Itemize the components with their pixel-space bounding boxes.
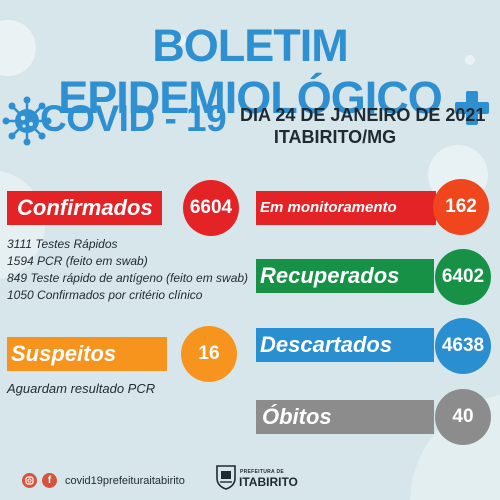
detail-clinical: 1050 Confirmados por critério clínico [7,288,203,302]
city-logo-icon [216,465,236,490]
recovered-label: Recuperados [256,259,434,293]
suspects-note: Aguardam resultado PCR [7,381,156,396]
discarded-count: 4638 [435,318,491,374]
date-location: DIA 24 DE JANEIRO DE 2021 ITABIRITO/MG [240,104,486,148]
monitoring-label: Em monitoramento [256,191,436,225]
social-handle[interactable]: covid19prefeituraitabirito [65,475,185,487]
suspects-count: 16 [181,326,237,382]
instagram-icon[interactable] [22,473,37,488]
logo-prefix: PREFEITURA DE [240,469,284,475]
detail-pcr: 1594 PCR (feito em swab) [7,254,148,268]
location-text: ITABIRITO/MG [273,127,397,147]
monitoring-count: 162 [433,179,489,235]
recovered-count: 6402 [435,249,491,305]
confirmed-label: Confirmados [7,191,162,225]
deaths-label: Óbitos [256,400,434,434]
detail-rapid-tests: 3111 Testes Rápidos [7,237,118,251]
date-text: DIA 24 DE JANEIRO DE 2021 [240,105,486,125]
logo-city-name: ITABIRITO [239,475,298,489]
deaths-count: 40 [435,389,491,445]
facebook-icon[interactable]: f [42,473,57,488]
suspects-label: Suspeitos [7,337,167,371]
confirmed-count: 6604 [183,180,239,236]
detail-antigen: 849 Teste rápido de antígeno (feito em s… [7,271,249,285]
discarded-label: Descartados [256,328,434,362]
page-title: BOLETIM EPIDEMIOLÓGICO [58,20,443,123]
covid-subtitle: COVID - 19 [40,98,227,139]
